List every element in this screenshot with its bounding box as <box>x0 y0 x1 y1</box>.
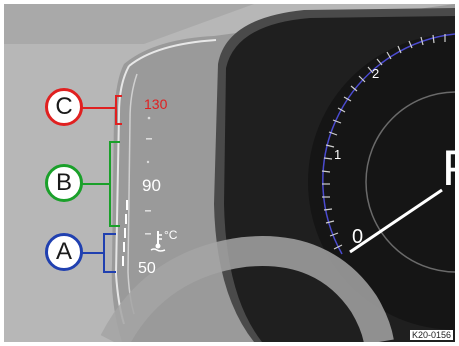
rpm-label-2: 2 <box>372 66 380 81</box>
callout-b: B <box>45 164 83 202</box>
callout-c: C <box>45 88 83 126</box>
coolant-temperature-icon <box>150 231 166 252</box>
temp-value-130: 130 <box>144 96 168 112</box>
callout-c-letter: C <box>55 93 73 120</box>
callout-a: A <box>45 233 83 271</box>
rpm-label-0: 0 <box>352 226 364 248</box>
instrument-cluster-drawing <box>4 4 455 342</box>
figure-code: K20-0156 <box>409 330 453 340</box>
temp-value-50: 50 <box>138 260 156 277</box>
callout-a-letter: A <box>55 238 72 265</box>
callout-b-letter: B <box>55 169 72 196</box>
temp-unit: °C <box>164 228 178 242</box>
gear-indicator: P <box>442 139 455 197</box>
illustration-frame: C B A 130 90 50 °C 0 1 2 P K20-0156 <box>4 4 455 342</box>
rpm-label-1: 1 <box>334 147 342 162</box>
temp-value-90: 90 <box>142 176 161 195</box>
